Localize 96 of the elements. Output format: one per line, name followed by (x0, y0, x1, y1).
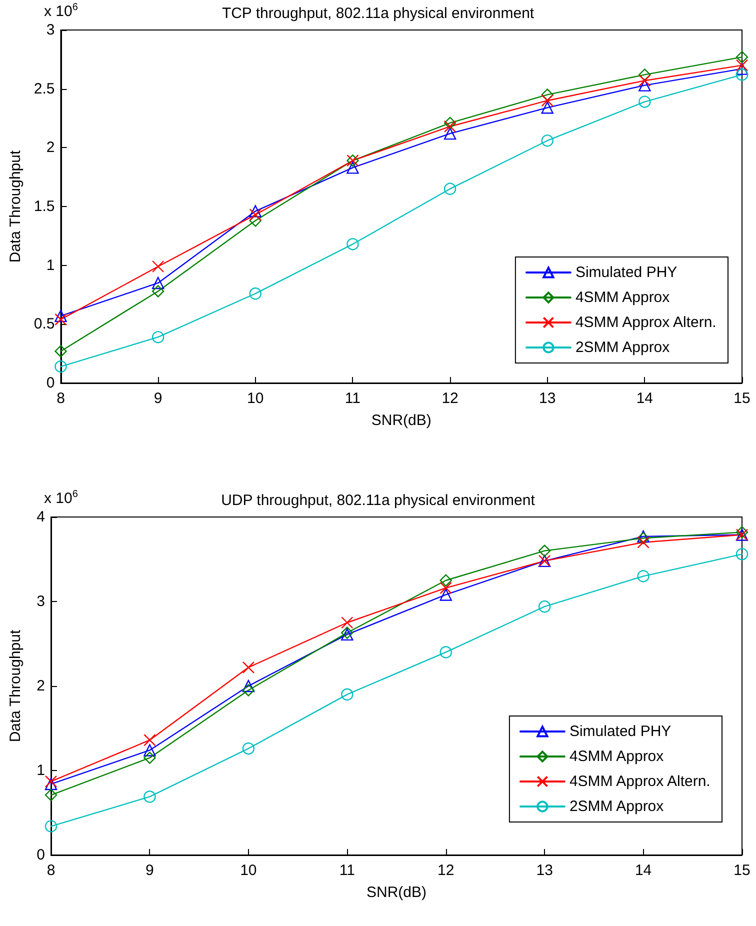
point (440, 588, 452, 601)
point (346, 162, 359, 174)
y-tick-label: 1.5 (34, 198, 55, 215)
point (541, 94, 554, 107)
y-tick-label: 2 (36, 678, 45, 694)
legend-label: 2SMM Approx (569, 798, 664, 815)
point (44, 820, 58, 832)
x-tick-label: 13 (536, 862, 553, 879)
point (444, 182, 456, 195)
point (444, 127, 456, 140)
y-tick-label: 3 (46, 22, 55, 38)
point (242, 742, 255, 755)
point (249, 205, 262, 218)
point (54, 360, 67, 373)
x-tick-label: 10 (247, 390, 264, 407)
point (44, 788, 58, 802)
point (736, 59, 748, 72)
x-tick-label: 14 (634, 862, 652, 879)
point (538, 544, 551, 557)
x-tick-label: 12 (442, 390, 458, 407)
x-tick-label: 15 (734, 390, 750, 407)
y-tick-label: 4 (36, 508, 45, 526)
point (341, 616, 354, 629)
point (346, 238, 359, 250)
x-tick-label: 15 (734, 862, 750, 879)
y-tick-label: 2 (46, 139, 55, 156)
point (541, 134, 554, 147)
x-tick-label: 14 (636, 390, 654, 407)
point (736, 526, 748, 538)
x-tick-label: 11 (339, 862, 355, 879)
point (638, 74, 651, 87)
point (440, 582, 452, 594)
legend-label: 4SMM Approx (575, 289, 670, 306)
legend-label: 4SMM Approx Altern. (575, 314, 716, 331)
x-axis-title: SNR(dB) (366, 884, 427, 901)
point (637, 570, 650, 582)
point (341, 688, 354, 701)
legend-label: 2SMM Approx (575, 339, 670, 356)
point (144, 752, 156, 764)
point (144, 744, 156, 756)
point (242, 680, 255, 692)
point (638, 96, 651, 108)
y-tick-label: 1 (46, 256, 55, 274)
legend-label: Simulated PHY (569, 723, 672, 740)
point (637, 536, 650, 548)
point (152, 260, 164, 273)
point (54, 310, 67, 322)
y-tick-label: 2.5 (34, 80, 55, 98)
x-tick-label: 13 (539, 390, 556, 407)
y-tick-label: 0.5 (34, 316, 55, 333)
y-axis-title: Data Throughput (7, 150, 24, 263)
text: x 10$^{6}$ (44, 489, 78, 507)
x-tick-label: 8 (46, 862, 56, 879)
y-axis-title: Data Throughput (7, 629, 24, 742)
point (54, 345, 67, 358)
point (444, 116, 456, 130)
text: x 10$^{6}$ (44, 2, 78, 20)
point (249, 208, 262, 221)
point (736, 68, 748, 81)
point (44, 778, 58, 790)
legend-label: 4SMM Approx Altern. (569, 773, 710, 790)
point (736, 548, 748, 560)
point (152, 285, 164, 298)
point (541, 102, 554, 114)
legend-label: Simulated PHY (575, 264, 678, 281)
point (440, 646, 452, 658)
point (152, 331, 164, 344)
legend-label: 4SMM Approx (569, 748, 664, 765)
point (444, 120, 456, 133)
point (44, 775, 58, 788)
point (736, 62, 748, 75)
point (249, 287, 262, 300)
x-tick-label: 11 (344, 390, 361, 407)
x-tick-label: 12 (438, 862, 454, 879)
point (440, 574, 452, 586)
point (152, 276, 164, 290)
chart-title: UDP throughput, 802.11a physical environment (221, 492, 536, 509)
point (144, 790, 156, 803)
point (538, 600, 551, 613)
y-tick-label: 3 (36, 593, 45, 610)
point (242, 661, 255, 674)
x-tick-label: 9 (154, 390, 162, 407)
chart-title: TCP throughput, 802.11a physical environment (222, 5, 535, 22)
point (249, 214, 262, 227)
y-tick-label: 1 (36, 762, 45, 779)
y-tick-label: 0 (36, 846, 45, 864)
point (144, 734, 156, 746)
x-tick-label: 10 (240, 862, 257, 879)
y-tick-label: 0 (46, 374, 55, 392)
x-tick-label: 8 (56, 390, 65, 407)
point (54, 313, 67, 326)
x-axis-title: SNR(dB) (371, 412, 432, 429)
point (242, 684, 255, 696)
x-tick-label: 9 (146, 862, 154, 879)
point (638, 79, 651, 92)
point (736, 50, 748, 64)
